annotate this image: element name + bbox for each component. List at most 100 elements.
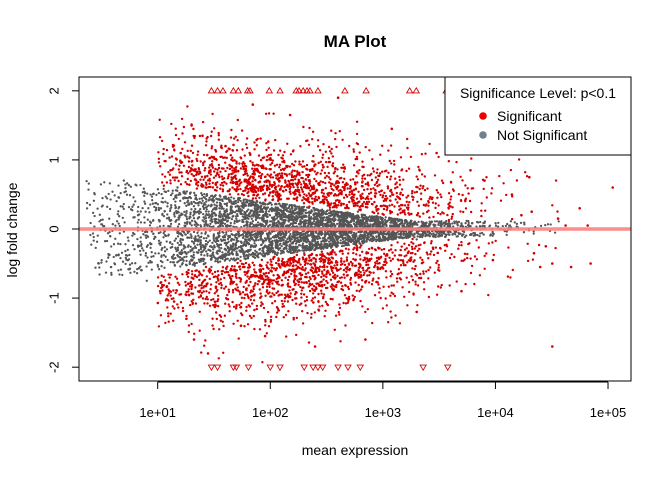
significant-point	[219, 183, 222, 187]
significant-point	[368, 149, 371, 152]
nonsignificant-point	[200, 246, 203, 249]
nonsignificant-point	[152, 232, 155, 235]
nonsignificant-point	[162, 224, 165, 228]
nonsignificant-point	[169, 219, 172, 222]
nonsignificant-point	[196, 231, 199, 235]
nonsignificant-point	[232, 201, 235, 204]
nonsignificant-point	[182, 191, 185, 194]
significant-point	[272, 149, 276, 152]
nonsignificant-point	[340, 242, 344, 245]
nonsignificant-point	[252, 213, 255, 216]
nonsignificant-point	[224, 218, 227, 221]
nonsignificant-point	[104, 195, 107, 198]
nonsignificant-point	[245, 210, 249, 213]
nonsignificant-point	[173, 215, 176, 218]
nonsignificant-point	[357, 236, 360, 240]
nonsignificant-point	[321, 212, 324, 215]
nonsignificant-point	[312, 212, 316, 215]
significant-point	[313, 170, 316, 173]
nonsignificant-point	[375, 215, 379, 218]
significant-point	[414, 245, 418, 248]
significant-point	[272, 274, 275, 277]
significant-point	[341, 138, 344, 141]
significant-point	[371, 247, 374, 250]
nonsignificant-point	[494, 224, 498, 227]
significant-point	[271, 282, 274, 285]
nonsignificant-point	[264, 212, 268, 215]
significant-point	[307, 143, 311, 146]
nonsignificant-point	[144, 210, 147, 213]
nonsignificant-point	[232, 238, 236, 241]
nonsignificant-point	[200, 235, 203, 238]
nonsignificant-point	[283, 247, 286, 250]
nonsignificant-point	[546, 223, 550, 226]
nonsignificant-point	[361, 218, 364, 221]
nonsignificant-point	[246, 224, 249, 227]
nonsignificant-point	[393, 232, 396, 236]
nonsignificant-point	[197, 204, 200, 207]
nonsignificant-point	[188, 203, 191, 206]
nonsignificant-point	[112, 243, 116, 246]
significant-point	[437, 263, 440, 267]
nonsignificant-point	[204, 214, 207, 218]
nonsignificant-point	[248, 225, 251, 228]
nonsignificant-point	[110, 265, 113, 269]
nonsignificant-point	[475, 220, 479, 224]
significant-point	[383, 252, 386, 255]
nonsignificant-point	[114, 224, 117, 227]
nonsignificant-point	[323, 216, 326, 219]
nonsignificant-point	[353, 217, 356, 220]
nonsignificant-point	[239, 209, 242, 213]
significant-point	[464, 282, 467, 286]
nonsignificant-point	[174, 206, 177, 210]
nonsignificant-point	[232, 197, 236, 200]
nonsignificant-point	[330, 244, 333, 247]
nonsignificant-point	[413, 235, 416, 239]
nonsignificant-point	[202, 237, 206, 240]
nonsignificant-point	[219, 204, 222, 208]
nonsignificant-point	[89, 233, 92, 237]
nonsignificant-point	[355, 221, 358, 224]
nonsignificant-point	[346, 211, 349, 214]
significant-point	[295, 316, 298, 320]
nonsignificant-point	[179, 239, 182, 243]
nonsignificant-point	[141, 247, 144, 250]
nonsignificant-point	[363, 236, 366, 240]
nonsignificant-point	[190, 259, 194, 262]
nonsignificant-point	[451, 232, 455, 235]
nonsignificant-point	[218, 246, 221, 249]
nonsignificant-point	[269, 237, 273, 240]
nonsignificant-point	[163, 246, 166, 249]
nonsignificant-point	[139, 210, 142, 213]
significant-point	[551, 204, 554, 207]
nonsignificant-point	[154, 206, 158, 210]
nonsignificant-point	[170, 203, 173, 207]
nonsignificant-point	[217, 214, 221, 217]
significant-point	[275, 261, 278, 265]
nonsignificant-point	[119, 191, 122, 195]
nonsignificant-point	[205, 200, 208, 203]
nonsignificant-point	[144, 234, 147, 237]
nonsignificant-point	[134, 200, 137, 203]
nonsignificant-point	[146, 235, 150, 238]
nonsignificant-point	[99, 218, 103, 222]
nonsignificant-point	[87, 188, 90, 191]
nonsignificant-point	[252, 210, 255, 213]
nonsignificant-point	[357, 240, 360, 243]
nonsignificant-point	[189, 245, 192, 248]
nonsignificant-point	[175, 211, 179, 215]
nonsignificant-point	[515, 222, 519, 226]
nonsignificant-point	[347, 237, 350, 240]
significant-point	[515, 179, 519, 182]
nonsignificant-point	[489, 233, 492, 236]
nonsignificant-point	[329, 231, 333, 234]
significant-point	[510, 217, 514, 221]
nonsignificant-point	[294, 248, 297, 251]
significant-point	[303, 300, 307, 303]
significant-point	[413, 267, 416, 271]
nonsignificant-point	[418, 235, 421, 239]
nonsignificant-point	[175, 194, 178, 197]
significant-point	[203, 302, 206, 305]
nonsignificant-point	[128, 194, 132, 197]
nonsignificant-point	[270, 220, 273, 223]
